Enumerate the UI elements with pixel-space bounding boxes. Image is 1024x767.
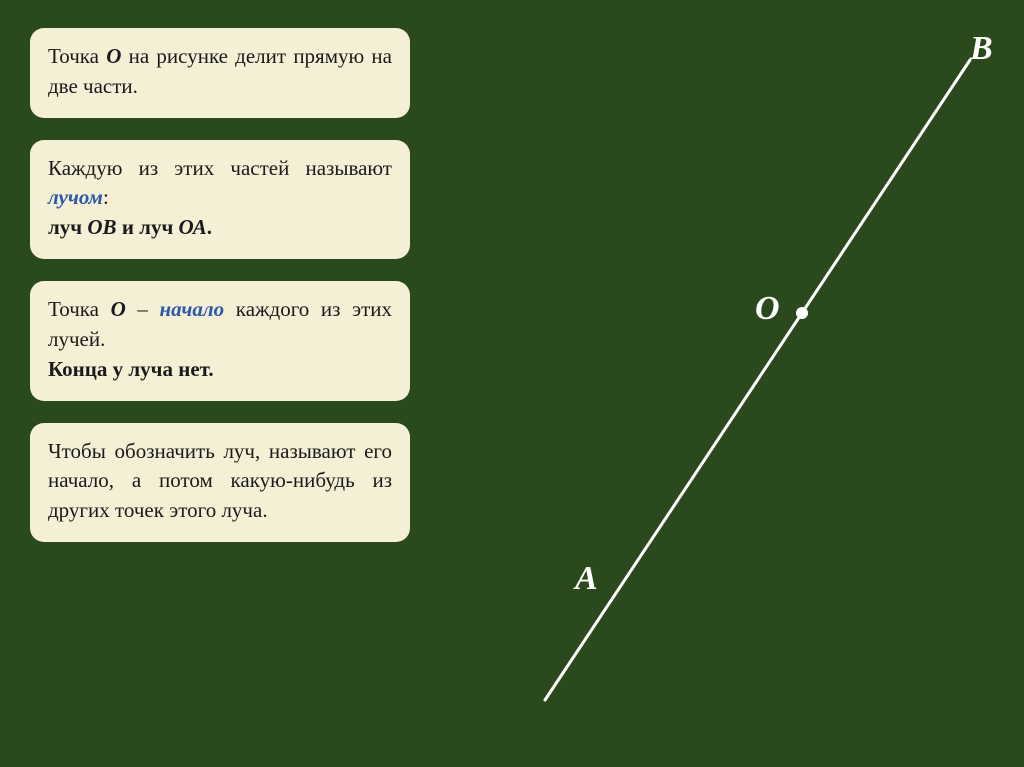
- label-A: A: [575, 560, 598, 598]
- line-AB: [545, 60, 970, 700]
- text-bold: Конца у луча нет.: [48, 357, 214, 381]
- highlight-ray: лучом: [48, 185, 103, 209]
- point-O-ref: О: [111, 297, 126, 321]
- diagram-area: B O A: [440, 0, 1024, 767]
- text: луч: [48, 215, 87, 239]
- text: и луч: [117, 215, 179, 239]
- text: .: [207, 215, 212, 239]
- text: Каждую из этих частей называют: [48, 156, 392, 180]
- card-2: Каждую из этих частей называют лучом: лу…: [30, 140, 410, 259]
- label-B: B: [970, 30, 993, 68]
- card-3: Точка О – начало каждого из этих лучей. …: [30, 281, 410, 400]
- highlight-start: начало: [160, 297, 225, 321]
- text: –: [126, 297, 160, 321]
- ray-OB-ref: ОВ: [87, 215, 116, 239]
- card-4: Чтобы обозначить луч, называют его начал…: [30, 423, 410, 542]
- cards-column: Точка О на рисунке делит прямую на две ч…: [30, 28, 410, 542]
- label-O: O: [755, 290, 780, 328]
- ray-OA-ref: ОА: [179, 215, 207, 239]
- card-1: Точка О на рисунке делит прямую на две ч…: [30, 28, 410, 118]
- text: :: [103, 185, 109, 209]
- text: Точка: [48, 297, 111, 321]
- line-svg: [440, 0, 1024, 767]
- text: Чтобы обозначить луч, называют его начал…: [48, 439, 392, 523]
- point-O-ref: О: [106, 44, 121, 68]
- point-O: [796, 307, 808, 319]
- text: Точка: [48, 44, 106, 68]
